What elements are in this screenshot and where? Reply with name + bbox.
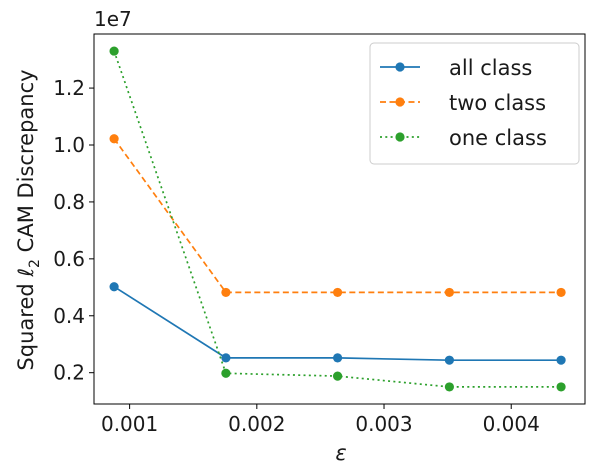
y-tick-label: 1.2 <box>53 76 85 100</box>
y-axis-label-subscript: 2 <box>27 259 43 268</box>
data-point <box>444 355 455 365</box>
data-point <box>556 287 566 298</box>
y-axis-label-prefix: Squared <box>14 277 38 371</box>
data-point <box>332 371 343 381</box>
y-axis-label-suffix: CAM Discrepancy <box>14 69 38 259</box>
y-tick-label: 0.6 <box>53 247 85 271</box>
legend-box <box>369 42 580 165</box>
y-axis-ticks: 0.2 0.4 0.6 0.8 1.0 1.2 <box>53 76 94 385</box>
data-point <box>556 382 566 392</box>
data-point <box>221 353 231 363</box>
data-point <box>444 382 455 392</box>
x-tick-label: 0.001 <box>101 412 158 436</box>
data-point <box>332 287 343 298</box>
legend-label: one class <box>449 126 547 150</box>
y-tick-label: 0.2 <box>53 361 85 385</box>
series-line <box>113 285 562 362</box>
y-offset-label: 1e7 <box>94 7 132 31</box>
x-axis-ticks: 0.001 0.002 0.003 0.004 <box>101 404 540 436</box>
legend-label: all class <box>449 56 532 80</box>
legend: all class two class one class <box>369 42 580 165</box>
data-point <box>221 287 231 298</box>
data-point <box>221 368 231 378</box>
data-point <box>109 282 119 292</box>
plot-area-border <box>93 33 586 405</box>
series-line <box>113 138 562 294</box>
y-axis-label-ell: ℓ <box>14 268 38 278</box>
y-tick-label: 0.8 <box>53 190 85 214</box>
legend-label: two class <box>449 91 546 115</box>
data-point <box>556 355 566 365</box>
data-point <box>109 46 119 56</box>
axes-frame <box>93 33 586 405</box>
y-axis-label: Squared ℓ2 CAM Discrepancy <box>14 69 43 370</box>
legend-marker <box>395 132 405 142</box>
legend-marker <box>395 62 405 72</box>
legend-marker <box>395 97 405 107</box>
series-layer <box>109 46 566 392</box>
x-tick-label: 0.002 <box>228 412 285 436</box>
x-axis-label: ε <box>335 441 346 465</box>
x-tick-label: 0.004 <box>483 412 540 436</box>
x-tick-label: 0.003 <box>355 412 412 436</box>
y-tick-label: 0.4 <box>53 304 85 328</box>
data-point <box>444 287 455 298</box>
data-point <box>109 134 119 144</box>
data-point <box>332 353 343 363</box>
y-tick-label: 1.0 <box>53 133 85 157</box>
